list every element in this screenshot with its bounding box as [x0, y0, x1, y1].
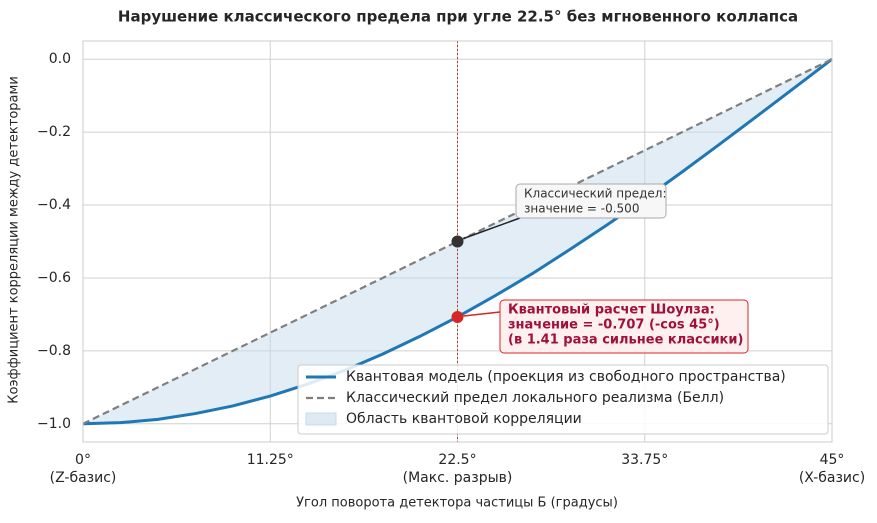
x-tick-label: 0° [75, 452, 91, 468]
y-tick-label: −1.0 [37, 416, 71, 432]
annotation-point [451, 235, 464, 248]
chart-title: Нарушение классического предела при угле… [118, 8, 798, 26]
y-tick-label: −0.4 [37, 197, 71, 213]
x-axis-label: Угол поворота детектора частицы Б (граду… [296, 496, 618, 511]
annotation-arrow [463, 311, 501, 317]
annotation-text: Квантовый расчет Шоулза: [508, 303, 715, 318]
x-tick-sublabel: (Z-базис) [50, 470, 117, 486]
annotation-box [499, 299, 749, 354]
legend-swatch [305, 412, 337, 426]
annotation-text: значение = -0.707 (-cos 45°) [508, 318, 720, 333]
series-line [82, 58, 833, 425]
annotation-arrow [463, 217, 521, 240]
y-tick-label: 0.0 [49, 51, 71, 67]
legend-label: Квантовая модель (проекция из свободного… [346, 369, 786, 385]
legend-label: Классический предел локального реализма … [346, 390, 724, 406]
legend-label: Область квантовой корреляции [346, 411, 582, 427]
y-tick-label: −0.2 [37, 124, 71, 140]
legend-box [297, 364, 829, 435]
y-tick-label: −0.6 [37, 270, 71, 286]
y-tick-label: −0.8 [37, 343, 71, 359]
annotation-text: (в 1.41 раза сильнее классики) [508, 333, 743, 348]
annotation-text: значение = -0.500 [524, 202, 639, 216]
x-tick-label: 22.5° [438, 452, 476, 468]
x-tick-sublabel: (Макс. разрыв) [403, 470, 513, 486]
y-axis-label: Коэффициент корреляции между детекторами [7, 76, 22, 404]
annotation-text: Классический предел: [524, 187, 667, 201]
annotation-point [451, 310, 464, 323]
annotation-box [515, 183, 667, 219]
x-tick-label: 11.25° [247, 452, 294, 468]
x-tick-label: 33.75° [621, 452, 668, 468]
x-tick-label: 45° [820, 452, 845, 468]
x-tick-sublabel: (X-базис) [799, 470, 865, 486]
plot-frame [82, 40, 833, 443]
